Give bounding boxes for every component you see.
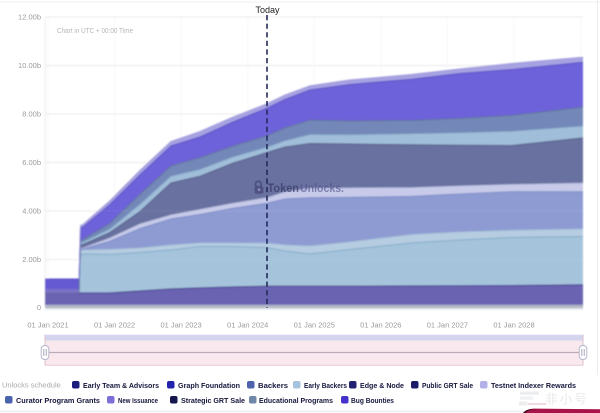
svg-text:New Issuance: New Issuance bbox=[118, 396, 158, 405]
svg-text:Unlocks.: Unlocks. bbox=[300, 182, 344, 195]
svg-text:Backers: Backers bbox=[258, 381, 288, 390]
svg-text:01 Jan 2024: 01 Jan 2024 bbox=[227, 321, 268, 330]
svg-text:0: 0 bbox=[37, 303, 41, 312]
svg-text:6.00b: 6.00b bbox=[22, 158, 41, 167]
svg-text:Token: Token bbox=[268, 182, 300, 195]
svg-text:Curator Program Grants: Curator Program Grants bbox=[16, 396, 100, 405]
svg-text:01 Jan 2027: 01 Jan 2027 bbox=[427, 321, 468, 330]
svg-text:Edge & Node: Edge & Node bbox=[360, 381, 404, 390]
svg-text:01 Jan 2022: 01 Jan 2022 bbox=[94, 321, 135, 330]
svg-text:Chart in UTC + 00:00 Time: Chart in UTC + 00:00 Time bbox=[57, 26, 133, 35]
svg-text:Educational Programs: Educational Programs bbox=[259, 396, 333, 405]
svg-text:01 Jan 2028: 01 Jan 2028 bbox=[493, 321, 534, 330]
svg-text:Early Backers: Early Backers bbox=[304, 381, 347, 390]
svg-text:Graph Foundation: Graph Foundation bbox=[178, 381, 240, 390]
svg-text:Early Team & Advisors: Early Team & Advisors bbox=[83, 381, 159, 390]
svg-text:01 Jan 2025: 01 Jan 2025 bbox=[294, 321, 335, 330]
svg-text:01 Jan 2021: 01 Jan 2021 bbox=[27, 321, 68, 330]
svg-text:Bug Bounties: Bug Bounties bbox=[351, 396, 394, 405]
svg-text:12.00b: 12.00b bbox=[18, 13, 41, 22]
svg-text:Public GRT Sale: Public GRT Sale bbox=[422, 381, 473, 390]
svg-text:Unlocks schedule: Unlocks schedule bbox=[2, 381, 61, 390]
svg-text:Today: Today bbox=[255, 5, 280, 15]
svg-text:01 Jan 2023: 01 Jan 2023 bbox=[160, 321, 201, 330]
svg-text:10.00b: 10.00b bbox=[18, 61, 41, 70]
svg-text:4.00b: 4.00b bbox=[22, 207, 41, 216]
svg-text:8.00b: 8.00b bbox=[22, 110, 41, 119]
svg-text:Testnet Indexer Rewards: Testnet Indexer Rewards bbox=[491, 381, 576, 390]
svg-text:Strategic GRT Sale: Strategic GRT Sale bbox=[181, 396, 245, 405]
svg-text:2.00b: 2.00b bbox=[22, 255, 41, 264]
svg-text:非小号: 非小号 bbox=[545, 393, 589, 407]
svg-text:01 Jan 2026: 01 Jan 2026 bbox=[360, 321, 401, 330]
